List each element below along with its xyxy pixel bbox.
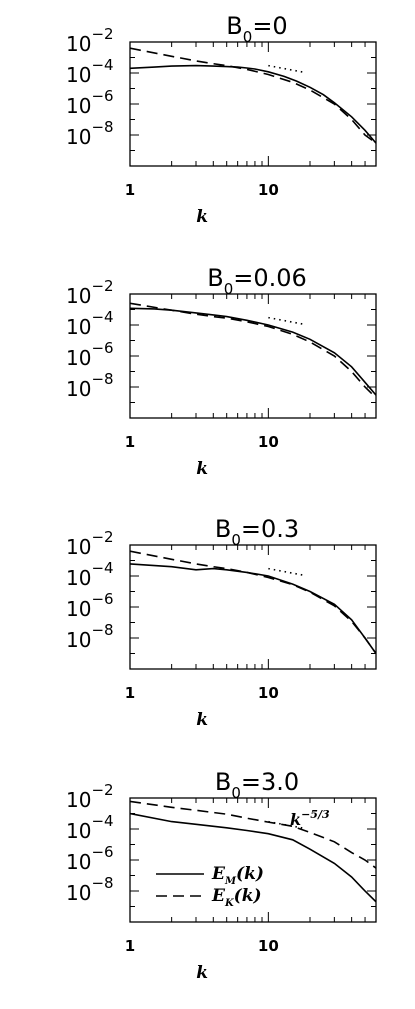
y-tick-label: 10−4 <box>66 559 114 590</box>
series-solid-line <box>130 307 376 396</box>
series-solid-line <box>130 563 376 654</box>
reference-slope-line <box>268 567 304 577</box>
x-tick-label: 10 <box>258 937 279 955</box>
y-tick-label: 10−6 <box>66 87 114 118</box>
x-axis-label: k <box>196 459 208 479</box>
series-dashed-line <box>130 47 376 144</box>
series-dashed-line <box>130 550 376 654</box>
y-tick-label: 10−8 <box>66 621 114 652</box>
panel-title: B0=0.3 <box>215 515 299 549</box>
y-tick-label: 10−4 <box>66 812 114 843</box>
spectrum-panel-1: B0=0 1 10 k 10−210−410−610−8 <box>66 12 377 227</box>
legend-label: EM(k) <box>211 864 264 887</box>
plot-frame <box>129 544 377 670</box>
reference-slope-line <box>268 316 304 326</box>
x-tick-label: 1 <box>125 433 135 451</box>
y-tick-label: 10−8 <box>66 118 114 149</box>
series-dashed-line <box>130 800 376 869</box>
x-axis-label: k <box>196 710 208 730</box>
y-tick-label: 10−6 <box>66 590 114 621</box>
x-tick-label: 1 <box>125 684 135 702</box>
x-tick-label: 1 <box>125 181 135 199</box>
y-tick-label: 10−6 <box>66 843 114 874</box>
y-tick-label: 10−4 <box>66 308 114 339</box>
y-tick-label: 10−2 <box>66 528 114 559</box>
panel-title: B0=0 <box>226 12 287 46</box>
y-tick-label: 10−4 <box>66 56 114 87</box>
x-tick-label: 10 <box>258 433 279 451</box>
y-tick-label: 10−8 <box>66 370 114 401</box>
series-solid-line <box>130 64 376 144</box>
series-solid-line <box>130 812 376 903</box>
y-tick-label: 10−8 <box>66 874 114 905</box>
plot-frame <box>129 41 377 167</box>
spectrum-panel-4: B0=3.0 1 10 k 10−210−410−610−8 k−5/3 EM(k)EK(k… <box>66 768 377 983</box>
y-tick-label: 10−6 <box>66 339 114 370</box>
x-tick-label: 10 <box>258 684 279 702</box>
y-tick-label: 10−2 <box>66 781 114 812</box>
y-tick-label: 10−2 <box>66 25 114 56</box>
panel-title: B0=0.06 <box>207 264 307 298</box>
legend-label: EK(k) <box>211 886 262 909</box>
spectrum-panel-3: B0=0.3 1 10 k 10−210−410−610−8 <box>66 515 377 730</box>
slope-annotation: k−5/3 <box>290 808 330 829</box>
x-tick-label: 1 <box>125 937 135 955</box>
x-axis-label: k <box>196 963 208 983</box>
panel-title: B0=3.0 <box>215 768 299 802</box>
series-dashed-line <box>130 302 376 399</box>
spectrum-panel-2: B0=0.06 1 10 k 10−210−410−610−8 <box>66 264 377 479</box>
x-tick-label: 10 <box>258 181 279 199</box>
reference-slope-line <box>268 64 304 74</box>
x-axis-label: k <box>196 207 208 227</box>
y-tick-label: 10−2 <box>66 277 114 308</box>
